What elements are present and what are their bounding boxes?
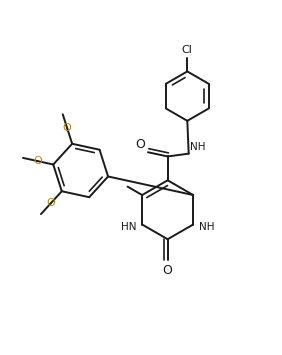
Text: NH: NH xyxy=(199,222,214,232)
Text: O: O xyxy=(63,123,72,133)
Text: O: O xyxy=(33,156,42,166)
Text: NH: NH xyxy=(190,142,206,152)
Text: Cl: Cl xyxy=(182,45,193,55)
Text: O: O xyxy=(163,264,173,278)
Text: O: O xyxy=(135,138,145,151)
Text: HN: HN xyxy=(121,222,136,232)
Text: O: O xyxy=(47,198,55,208)
